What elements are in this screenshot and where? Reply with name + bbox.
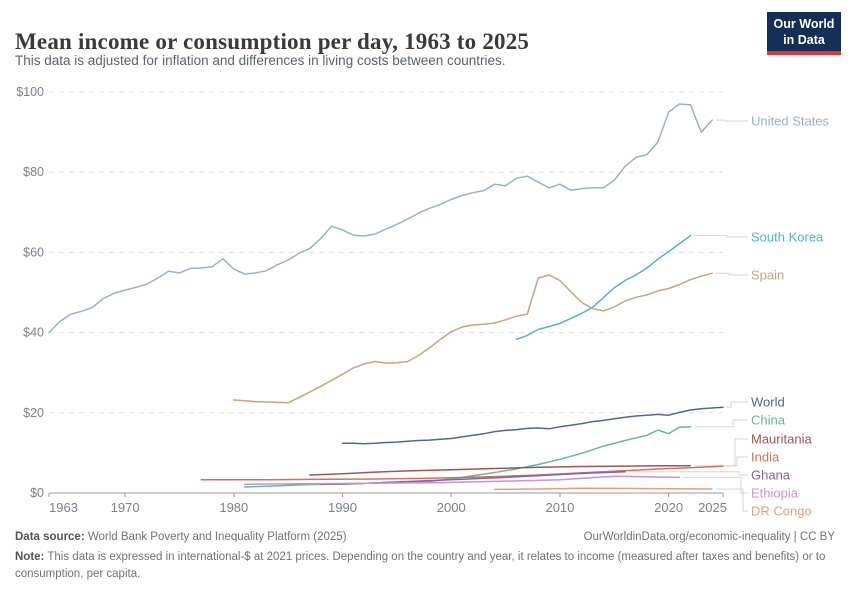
series-label-china[interactable]: China [751,413,786,428]
x-tick-label-2025: 2025 [698,500,727,515]
y-tick-label-$40: $40 [23,326,44,340]
y-tick-label-$100: $100 [16,85,44,99]
y-tick-label-$80: $80 [23,165,44,179]
label-connector-world [727,401,748,408]
series-label-ghana[interactable]: Ghana [751,468,791,483]
series-line-ethiopia[interactable] [243,475,681,485]
series-label-south-korea[interactable]: South Korea [751,230,824,245]
label-connector-india [727,456,748,467]
data-source-line: Data source: World Bank Poverty and Ineq… [15,531,347,543]
x-tick-label-1990: 1990 [328,500,357,515]
series-line-spain[interactable] [233,272,713,404]
label-connector-mauritania [694,438,748,467]
y-tick-label-$60: $60 [23,245,44,259]
page-subtitle: This data is adjusted for inflation and … [15,53,506,68]
series-label-spain[interactable]: Spain [751,268,784,283]
citation-link[interactable]: OurWorldinData.org/economic-inequality |… [583,531,835,543]
series-label-world[interactable]: World [751,395,785,410]
series-line-south-korea[interactable] [515,234,692,341]
series-label-united-states[interactable]: United States [751,114,830,129]
x-tick-label-2020: 2020 [654,500,683,515]
series-line-dr-congo[interactable] [493,487,713,491]
x-tick-label-1963: 1963 [49,500,78,515]
x-tick-label-2000: 2000 [437,500,466,515]
y-tick-label-$0: $0 [30,486,44,500]
series-label-mauritania[interactable]: Mauritania [751,432,812,447]
label-connector-spain [716,272,748,276]
x-tick-label-1980: 1980 [219,500,248,515]
x-tick-label-2010: 2010 [545,500,574,515]
series-line-india[interactable] [200,465,724,481]
owid-logo-accent-bar [767,51,841,55]
label-connector-dr-congo [716,488,748,512]
series-label-india[interactable]: India [751,450,780,465]
page-title: Mean income or consumption per day, 1963… [15,29,530,55]
owid-logo[interactable]: Our World in Data [767,12,841,55]
label-connector-china [694,419,748,428]
series-line-united-states[interactable] [48,103,713,334]
chart-note: Note: This data is expressed in internat… [15,551,826,580]
y-tick-label-$20: $20 [23,406,44,420]
label-connector-ghana [629,471,748,476]
label-connector-ethiopia [683,476,748,494]
x-tick-label-1970: 1970 [111,500,140,515]
series-line-mauritania[interactable] [309,464,692,476]
label-connector-united-states [716,119,748,122]
series-label-ethiopia[interactable]: Ethiopia [751,486,799,501]
chart-footer: Data source: World Bank Poverty and Ineq… [15,531,835,582]
series-label-dr-congo[interactable]: DR Congo [751,504,812,519]
label-connector-south-korea [694,235,748,238]
series-line-world[interactable] [341,406,724,445]
owid-logo-text: Our World in Data [767,12,841,51]
